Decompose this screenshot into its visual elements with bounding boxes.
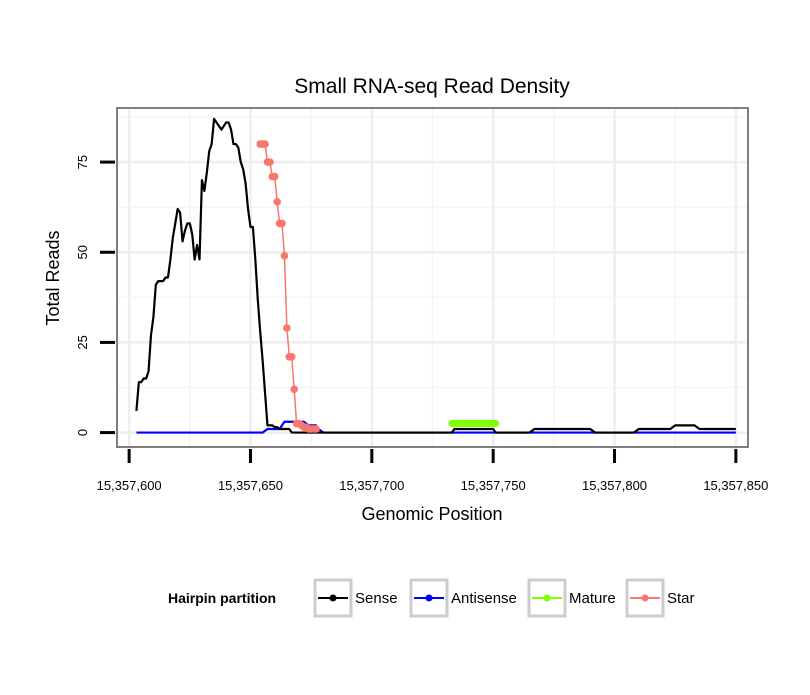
legend-label: Mature [569, 590, 616, 607]
y-tick-label: 75 [75, 155, 90, 169]
data-point-star [287, 353, 296, 361]
legend-label: Star [667, 590, 695, 607]
legend-key-point [425, 594, 433, 602]
legend-key-point [641, 594, 649, 602]
axes: 15,357,600 15,357,650 15,357,700 15,357,750… [75, 155, 768, 493]
series-line-sense [135, 117, 736, 434]
data-point-star [290, 385, 298, 394]
x-tick-label: 15,357,750 [461, 478, 526, 493]
data-point-star [261, 140, 269, 148]
legend-label: Sense [355, 590, 398, 607]
x-tick-label: 15,357,650 [218, 478, 283, 493]
data-point-star [283, 324, 291, 332]
data-point-star [278, 219, 286, 228]
x-tick-label: 15,357,700 [339, 478, 404, 493]
data-point-star [273, 197, 281, 206]
legend-entries: Sense Antisense Mature Star [313, 578, 695, 618]
legend-key-point [329, 594, 337, 602]
x-axis-label: Genomic Position [361, 504, 502, 524]
legend: Hairpin partition Sense Antisense Mature St… [168, 578, 695, 618]
legend-label: Antisense [451, 590, 517, 607]
data-point-star [312, 425, 320, 433]
y-axis-label: Total Reads [43, 230, 63, 325]
x-tick-label: 15,357,850 [703, 478, 768, 493]
data-point-star [266, 158, 274, 166]
y-tick-label: 0 [75, 429, 90, 436]
plot-panel-border [116, 107, 749, 448]
data-point-star [280, 252, 289, 260]
x-tick-label: 15,357,800 [582, 478, 647, 493]
y-tick-label: 50 [75, 245, 90, 259]
legend-title: Hairpin partition [168, 590, 276, 606]
series-line-antisense [136, 420, 736, 434]
data-point-star [270, 172, 279, 181]
x-tick-label: 15,357,600 [97, 478, 162, 493]
chart-title: Small RNA-seq Read Density [294, 75, 570, 98]
legend-key-point [543, 594, 551, 602]
y-tick-label: 25 [75, 335, 90, 349]
series-layer [135, 117, 736, 434]
